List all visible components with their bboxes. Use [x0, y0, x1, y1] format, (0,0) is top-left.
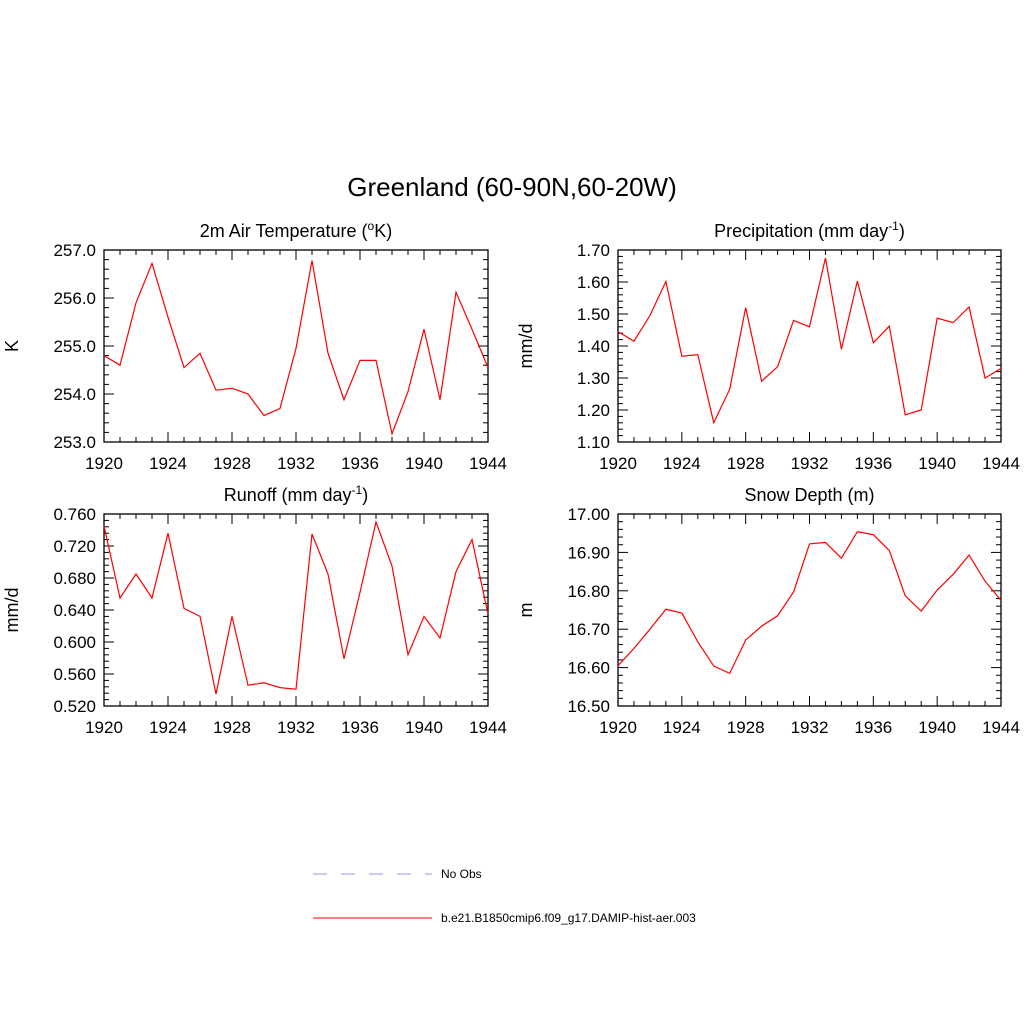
x-tick-label: 1944 — [469, 454, 507, 473]
y-axis-label: mm/d — [2, 588, 22, 633]
x-tick-label: 1932 — [277, 718, 315, 737]
panel-title: 2m Air Temperature (oK) — [200, 219, 392, 241]
y-axis-label: m — [516, 603, 536, 618]
series-line — [617, 257, 1002, 425]
x-tick-label: 1940 — [405, 454, 443, 473]
panel-title: Snow Depth (m) — [744, 485, 874, 505]
x-tick-label: 1920 — [85, 718, 123, 737]
x-tick-label: 1920 — [599, 454, 637, 473]
x-tick-label: 1928 — [727, 718, 765, 737]
y-tick-label: 1.20 — [577, 401, 610, 420]
panel-title: Runoff (mm day-1) — [224, 483, 368, 505]
legend-label-model: b.e21.B1850cmip6.f09_g17.DAMIP-hist-aer.… — [441, 911, 696, 925]
x-tick-label: 1928 — [213, 454, 251, 473]
panel-title-text-end: K) — [374, 221, 392, 241]
x-tick-label: 1928 — [727, 454, 765, 473]
y-tick-label: 16.70 — [567, 620, 610, 639]
y-tick-label: 0.600 — [53, 633, 96, 652]
x-tick-label: 1924 — [149, 718, 187, 737]
y-tick-label: 0.560 — [53, 665, 96, 684]
x-tick-label: 1924 — [663, 454, 701, 473]
x-tick-label: 1920 — [599, 718, 637, 737]
x-tick-label: 1944 — [469, 718, 507, 737]
x-tick-label: 1920 — [85, 454, 123, 473]
chart-panel-1: 2m Air Temperature (oK) K 1920 1924 1928 1932… — [2, 219, 507, 473]
y-tick-label: 16.60 — [567, 659, 610, 678]
panels: 2m Air Temperature (oK) K 1920 1924 1928 1932… — [2, 219, 1020, 737]
panel-title-text: Snow Depth (m) — [744, 485, 874, 505]
y-tick-label: 1.70 — [577, 241, 610, 260]
panel-title-superscript: o — [368, 219, 375, 233]
y-tick-label: 1.10 — [577, 433, 610, 452]
chart-panel-2: Precipitation (mm day-1) mm/d 1920 1924 1928… — [516, 219, 1020, 473]
y-axis-label: mm/d — [516, 324, 536, 369]
chart-panel-3: Runoff (mm day-1) mm/d 1920 1924 1928 1932 193… — [2, 483, 507, 737]
y-tick-label: 1.40 — [577, 337, 610, 356]
y-tick-label: 1.30 — [577, 369, 610, 388]
panel-title-superscript: -1 — [888, 219, 899, 233]
x-tick-label: 1940 — [405, 718, 443, 737]
y-tick-label: 0.760 — [53, 505, 96, 524]
panel-title-text-end: ) — [899, 221, 905, 241]
x-tick-label: 1936 — [854, 718, 892, 737]
x-tick-label: 1932 — [791, 718, 829, 737]
x-tick-label: 1944 — [982, 718, 1020, 737]
legend: No Obs b.e21.B1850cmip6.f09_g17.DAMIP-hi… — [313, 867, 696, 925]
series-line — [103, 260, 489, 436]
y-tick-label: 16.80 — [567, 582, 610, 601]
panel-title-text: Runoff (mm day — [224, 485, 352, 505]
x-tick-label: 1924 — [149, 454, 187, 473]
panel-title: Precipitation (mm day-1) — [714, 219, 905, 241]
y-tick-label: 256.0 — [53, 289, 96, 308]
series-line — [103, 519, 489, 695]
series-line — [617, 530, 1002, 675]
y-axis-label: K — [2, 340, 22, 352]
y-tick-label: 1.50 — [577, 305, 610, 324]
x-tick-label: 1940 — [918, 718, 956, 737]
y-tick-label: 255.0 — [53, 337, 96, 356]
panel-title-superscript: -1 — [352, 483, 363, 497]
panel-title-text-end: ) — [362, 485, 368, 505]
panel-title-text: Precipitation (mm day — [714, 221, 888, 241]
x-tick-label: 1940 — [918, 454, 956, 473]
y-tick-label: 0.720 — [53, 537, 96, 556]
y-tick-label: 257.0 — [53, 241, 96, 260]
y-tick-label: 254.0 — [53, 385, 96, 404]
x-tick-label: 1928 — [213, 718, 251, 737]
panel-title-text: 2m Air Temperature ( — [200, 221, 368, 241]
y-tick-label: 0.520 — [53, 697, 96, 716]
x-tick-label: 1944 — [982, 454, 1020, 473]
x-tick-label: 1936 — [341, 454, 379, 473]
y-tick-label: 1.60 — [577, 273, 610, 292]
x-tick-label: 1936 — [854, 454, 892, 473]
legend-label-no-obs: No Obs — [441, 867, 482, 881]
y-tick-label: 253.0 — [53, 433, 96, 452]
x-tick-label: 1932 — [277, 454, 315, 473]
x-tick-label: 1932 — [791, 454, 829, 473]
x-tick-label: 1936 — [341, 718, 379, 737]
figure-title: Greenland (60-90N,60-20W) — [347, 172, 677, 202]
y-tick-label: 0.640 — [53, 601, 96, 620]
y-tick-label: 16.50 — [567, 697, 610, 716]
chart-panel-4: Snow Depth (m) m 1920 1924 1928 1932 1936 1940 1… — [516, 485, 1020, 737]
x-tick-label: 1924 — [663, 718, 701, 737]
y-tick-label: 17.00 — [567, 505, 610, 524]
y-tick-label: 0.680 — [53, 569, 96, 588]
y-tick-label: 16.90 — [567, 543, 610, 562]
